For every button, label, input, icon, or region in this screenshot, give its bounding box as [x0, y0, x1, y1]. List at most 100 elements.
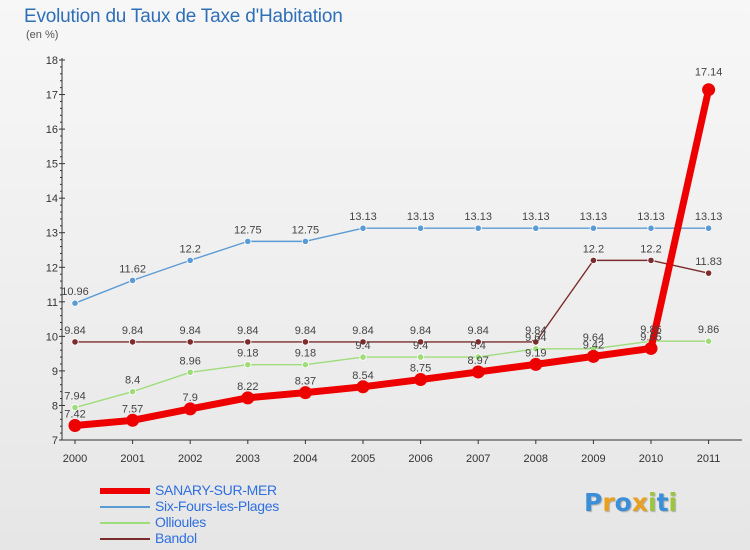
data-label-sanary-sur-mer: 17.14	[695, 67, 723, 79]
legend-swatch	[100, 506, 150, 508]
data-label-six-fours-les-plages: 13.13	[522, 211, 550, 223]
legend-item: Bandol	[100, 530, 420, 547]
logo-letter: i	[668, 488, 678, 517]
y-tick-label: 7	[52, 435, 58, 447]
data-point-sanary-sur-mer	[644, 341, 658, 355]
data-label-ollioules: 8.4	[125, 375, 140, 387]
data-label-sanary-sur-mer: 8.75	[410, 363, 431, 375]
data-point-bandol	[129, 338, 137, 346]
logo-letter: t	[656, 488, 669, 517]
data-label-six-fours-les-plages: 13.13	[580, 211, 608, 223]
data-point-six-fours-les-plages	[359, 224, 367, 232]
data-point-bandol	[416, 338, 425, 346]
data-label-six-fours-les-plages: 13.13	[349, 211, 377, 223]
data-point-ollioules	[186, 368, 194, 376]
data-point-six-fours-les-plages	[647, 224, 655, 232]
chart-title: Evolution du Taux de Taxe d'Habitation	[24, 6, 343, 27]
x-tick-label: 2011	[697, 453, 721, 465]
data-label-six-fours-les-plages: 13.13	[407, 211, 435, 223]
legend-label: Bandol	[155, 530, 197, 546]
data-point-sanary-sur-mer	[471, 365, 485, 379]
data-point-sanary-sur-mer	[586, 349, 600, 363]
data-label-bandol: 9.84	[352, 325, 373, 337]
legend-swatch	[100, 522, 150, 524]
x-tick-label: 2005	[351, 453, 375, 465]
series-six-fours-les-plages	[71, 224, 713, 307]
y-tick-label: 13	[46, 228, 58, 240]
data-point-bandol	[71, 338, 79, 346]
data-label-ollioules: 9.86	[640, 324, 661, 336]
y-tick-label: 14	[46, 193, 58, 205]
x-tick-label: 2001	[120, 453, 144, 465]
series-ollioules	[71, 337, 713, 412]
data-point-sanary-sur-mer	[702, 83, 716, 97]
data-point-six-fours-les-plages	[589, 224, 598, 232]
data-label-six-fours-les-plages: 12.2	[179, 243, 200, 255]
series-line-six-fours-les-plages	[74, 227, 710, 304]
legend-label: Six-Fours-les-Plages	[155, 498, 279, 514]
data-point-six-fours-les-plages	[71, 299, 79, 307]
data-label-ollioules: 9.18	[237, 348, 258, 360]
data-point-sanary-sur-mer	[241, 391, 255, 405]
data-label-ollioules: 9.18	[295, 348, 316, 360]
x-tick-label: 2009	[581, 453, 605, 465]
data-point-ollioules	[416, 353, 425, 361]
data-label-bandol: 9.84	[525, 325, 546, 337]
data-point-six-fours-les-plages	[186, 256, 194, 264]
y-tick-label: 8	[52, 400, 58, 412]
series-line-bandol	[74, 259, 710, 343]
data-label-sanary-sur-mer: 9.19	[525, 347, 546, 359]
series-line-sanary-sur-mer	[71, 86, 713, 429]
data-point-bandol	[704, 269, 713, 277]
chart-subtitle: (en %)	[26, 29, 59, 41]
data-label-bandol: 9.84	[237, 325, 258, 337]
x-tick-label: 2006	[408, 453, 432, 465]
legend-swatch	[100, 538, 150, 540]
data-label-sanary-sur-mer: 8.37	[295, 376, 316, 388]
data-point-six-fours-les-plages	[704, 224, 713, 232]
series-line-ollioules	[74, 340, 710, 409]
legend: SANARY-SUR-MER Six-Fours-les-Plages Olliou…	[100, 482, 420, 547]
data-label-six-fours-les-plages: 12.75	[292, 224, 320, 236]
x-tick-label: 2000	[63, 453, 87, 465]
data-point-six-fours-les-plages	[474, 224, 482, 232]
logo-letter: i	[648, 488, 657, 517]
logo-letter: x	[631, 488, 648, 517]
data-point-six-fours-les-plages	[244, 237, 252, 245]
legend-label: Ollioules	[155, 514, 206, 530]
data-point-bandol	[474, 338, 482, 346]
series-bandol	[71, 256, 713, 346]
data-label-ollioules: 7.94	[64, 391, 85, 403]
y-tick-label: 9	[52, 366, 58, 378]
data-point-bandol	[359, 338, 367, 346]
data-label-six-fours-les-plages: 13.13	[695, 211, 723, 223]
data-point-bandol	[186, 338, 194, 346]
data-label-bandol: 12.2	[640, 243, 661, 255]
data-label-bandol: 9.84	[64, 325, 85, 337]
x-tick-label: 2008	[524, 453, 548, 465]
data-label-sanary-sur-mer: 8.54	[352, 370, 373, 382]
data-point-six-fours-les-plages	[416, 224, 425, 232]
data-point-bandol	[301, 338, 309, 346]
data-point-six-fours-les-plages	[532, 224, 540, 232]
logo-letter: o	[614, 488, 632, 517]
data-point-bandol	[244, 338, 252, 346]
y-tick-label: 11	[47, 297, 58, 309]
y-tick-label: 16	[46, 124, 58, 136]
data-point-sanary-sur-mer	[529, 357, 543, 371]
data-label-sanary-sur-mer: 8.97	[467, 355, 488, 367]
legend-label: SANARY-SUR-MER	[155, 482, 277, 498]
data-point-sanary-sur-mer	[356, 380, 370, 394]
x-tick-label: 2007	[466, 453, 490, 465]
legend-item: Six-Fours-les-Plages	[100, 498, 420, 515]
data-label-bandol: 9.84	[467, 325, 488, 337]
data-label-ollioules: 9.4	[413, 340, 428, 352]
data-label-bandol: 9.84	[179, 325, 200, 337]
data-label-six-fours-les-plages: 11.62	[119, 263, 146, 275]
legend-swatch	[100, 488, 150, 494]
data-point-sanary-sur-mer	[298, 386, 312, 400]
data-point-bandol	[647, 256, 655, 264]
legend-item: SANARY-SUR-MER	[100, 482, 420, 499]
data-label-sanary-sur-mer: 9.65	[640, 331, 661, 343]
data-label-ollioules: 8.96	[179, 355, 200, 367]
